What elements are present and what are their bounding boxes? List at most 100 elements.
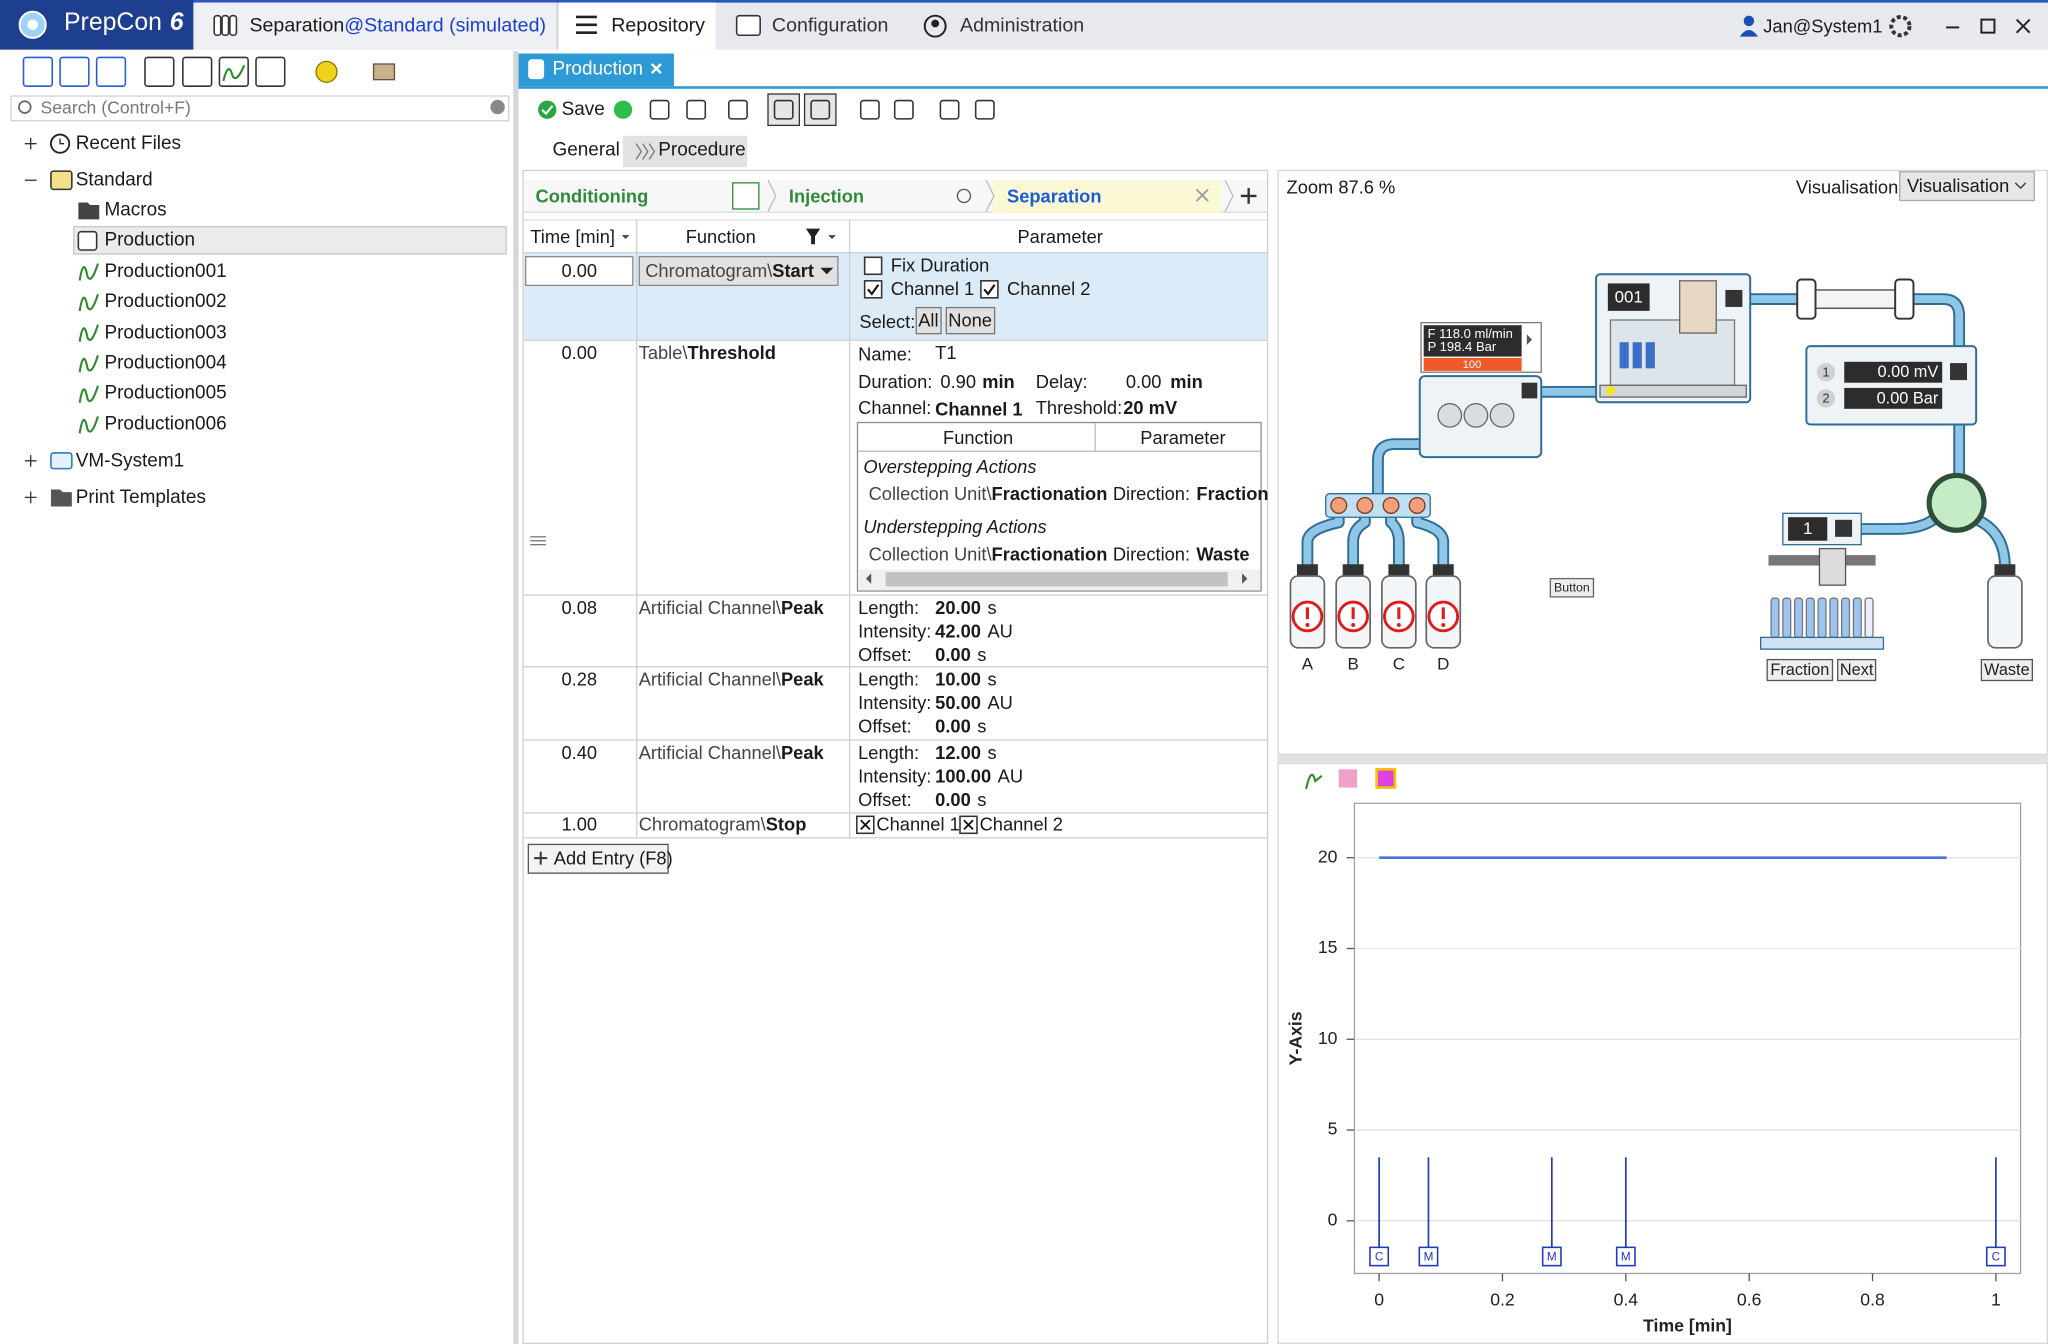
icon [859, 99, 880, 120]
field-number: 20.00 [935, 596, 981, 618]
column-header[interactable]: Parameter [1017, 225, 1103, 247]
actions-header-label: Parameter [1140, 427, 1226, 448]
function-group: Artificial Channel\ [638, 596, 781, 618]
function-select[interactable] [638, 255, 839, 287]
app-name-text: PrepCon [63, 9, 162, 37]
field-unit: s [987, 741, 997, 763]
save-button[interactable]: Save [561, 99, 605, 121]
document-tab-label[interactable]: Production [552, 58, 644, 80]
scrollbar-thumb[interactable] [885, 572, 1228, 587]
tree-selection [73, 226, 507, 256]
button-label[interactable]: All [918, 309, 939, 331]
splitter [513, 50, 519, 1344]
user-name[interactable]: Jan@System1 [1763, 15, 1883, 37]
checkbox-label[interactable]: Channel 1 [890, 278, 975, 300]
procedure-panel [522, 169, 1269, 1344]
view-tab[interactable]: General [552, 139, 620, 161]
actions-header [858, 423, 1261, 452]
tab-label-main: Separation [249, 14, 345, 37]
function-name: Stop [765, 813, 807, 835]
field-number: 0.00 [935, 715, 971, 737]
row-border [523, 594, 1267, 596]
row-border [523, 812, 1267, 814]
icon [767, 93, 800, 127]
time-input[interactable] [525, 255, 634, 287]
checkbox-label[interactable]: Channel 2 [1007, 278, 1091, 300]
field-label: Channel: [858, 397, 932, 418]
field-value: T1 [935, 342, 957, 364]
time-value: 0.08 [561, 596, 598, 618]
stage-selected[interactable] [992, 180, 1222, 213]
action-parameter: Direction: [1112, 483, 1191, 505]
tree-item[interactable]: Production [104, 230, 196, 252]
field-value: 0.00 [1125, 370, 1162, 392]
tree-item[interactable]: VM-System1 [75, 450, 185, 472]
stage-tab[interactable]: Separation [1007, 185, 1102, 207]
time-value: 0.28 [561, 668, 598, 690]
function-group: Artificial Channel\ [638, 668, 781, 690]
field-number: 10.00 [935, 668, 981, 690]
tree-item[interactable]: Production002 [104, 291, 227, 313]
actions-group-title: Overstepping Actions [863, 455, 1037, 477]
tree-item[interactable]: Production001 [104, 260, 227, 282]
function-cell: Artificial Channel\Peak [639, 741, 824, 765]
function-name: Fractionation [991, 483, 1108, 505]
action-value: Waste [1196, 543, 1250, 565]
tree-item[interactable]: Production005 [104, 383, 227, 405]
icon [538, 100, 557, 119]
search-placeholder[interactable]: Search (Control+F) [40, 97, 191, 118]
actions-divider [1094, 423, 1096, 452]
tree-item[interactable]: Recent Files [75, 133, 182, 155]
tab-label[interactable]: Repository [611, 14, 705, 37]
tree-item[interactable]: Print Templates [75, 486, 206, 508]
field-number: 0.00 [935, 643, 971, 665]
tab-underline [518, 86, 2048, 89]
select-none[interactable] [945, 306, 996, 335]
visualisation-select[interactable] [1899, 171, 2035, 202]
function-group: Artificial Channel\ [638, 741, 781, 763]
tree-item[interactable]: Macros [104, 199, 167, 221]
function-cell: Chromatogram\Stop [639, 812, 807, 836]
function-name: Peak [780, 741, 824, 763]
tab-label[interactable]: Administration [959, 14, 1085, 37]
checkbox-label[interactable]: Fix Duration [890, 254, 990, 276]
stage-tab[interactable]: Conditioning [535, 185, 649, 207]
tree-item[interactable]: Production003 [104, 322, 227, 343]
tab-label[interactable]: Configuration [771, 14, 889, 37]
function-name: Start [772, 259, 814, 281]
field-label: Intensity: [858, 765, 932, 787]
time-value[interactable]: 0.00 [561, 259, 598, 281]
select-all[interactable] [915, 306, 942, 335]
search-box[interactable] [10, 95, 510, 122]
app-version: 6 [169, 9, 184, 37]
field-label: Length: [858, 668, 920, 690]
icon [974, 99, 995, 120]
add-entry-button[interactable] [527, 843, 669, 874]
tree-item[interactable]: Production004 [104, 352, 227, 374]
actions-table [856, 421, 1262, 592]
action-value: Fraction [1196, 483, 1269, 505]
field-label: Offset: [858, 643, 912, 665]
field-unit: AU [987, 620, 1013, 642]
view-tab[interactable]: Procedure [658, 139, 746, 161]
stage-tab[interactable]: Injection [788, 185, 865, 207]
function-group: Collection Unit\ [868, 543, 992, 565]
field-unit: s [977, 643, 987, 665]
column-header[interactable]: Time [min] [530, 225, 615, 247]
tab-label[interactable]: Separation@Standard (simulated) [249, 14, 546, 38]
tab-separation[interactable] [195, 2, 558, 50]
field-value: 12.00 s [935, 741, 996, 765]
add-entry-label[interactable]: Add Entry (F8) [553, 847, 673, 869]
tab-label-context: @Standard (simulated) [344, 14, 546, 37]
field-value: 0.00 s [935, 714, 986, 738]
tree-item[interactable]: Standard [75, 169, 153, 191]
visualisation-select-value[interactable]: Visualisation [1906, 175, 2010, 196]
tree-item[interactable]: Production006 [104, 413, 227, 435]
field-label: Offset: [858, 715, 912, 737]
column-header[interactable]: Function [685, 225, 756, 247]
button-label[interactable]: None [948, 309, 992, 331]
field-unit: AU [987, 692, 1013, 714]
icon [686, 99, 707, 120]
document-tab[interactable] [518, 53, 674, 87]
table-header [523, 219, 1267, 254]
